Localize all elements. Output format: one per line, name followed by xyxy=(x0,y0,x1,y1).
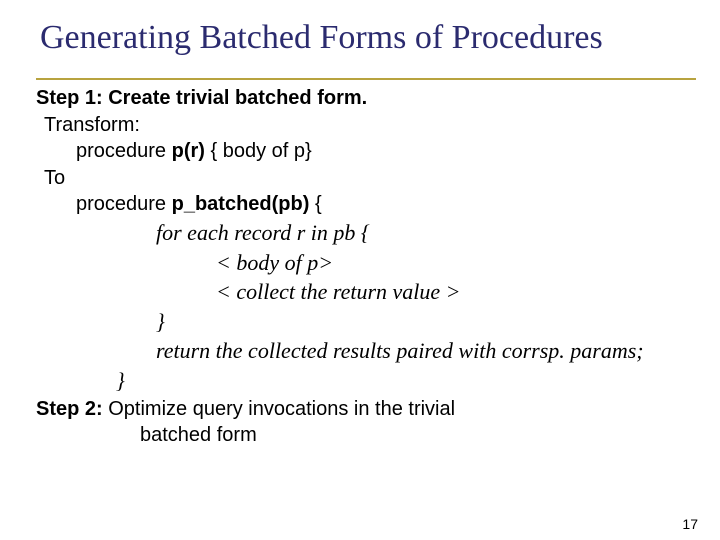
text-collect: < collect the return value > xyxy=(216,279,461,304)
line-to: To xyxy=(36,165,692,192)
text-proc-pb-bold: p_batched(pb) xyxy=(172,193,310,215)
line-step2c: batched form xyxy=(36,422,692,449)
text-return: return the collected results paired with… xyxy=(156,338,644,363)
line-transform: Transform: xyxy=(36,112,692,139)
line-step2a: Step 2: Optimize query invocations in th… xyxy=(36,396,692,423)
text-proc-pb-suffix: { xyxy=(309,193,321,215)
text-proc-pr-prefix: procedure xyxy=(76,140,172,162)
text-step2a: Step 2: xyxy=(36,398,103,420)
text-brace1: } xyxy=(156,309,165,334)
page-number: 17 xyxy=(682,516,698,532)
text-brace2: } xyxy=(116,368,125,393)
line-collect: < collect the return value > xyxy=(36,277,692,307)
line-brace1: } xyxy=(36,307,692,337)
line-body-of-p: < body of p> xyxy=(36,248,692,278)
slide-title: Generating Batched Forms of Procedures xyxy=(36,18,692,63)
title-underline xyxy=(36,78,696,80)
slide-body: Step 1: Create trivial batched form. Tra… xyxy=(36,85,692,449)
text-foreach: for each record r in pb { xyxy=(156,220,370,245)
line-brace2: } xyxy=(36,366,692,396)
line-return: return the collected results paired with… xyxy=(36,336,692,366)
slide: Generating Batched Forms of Procedures S… xyxy=(0,0,720,540)
text-step2c: batched form xyxy=(140,424,257,446)
text-step2b: Optimize query invocations in the trivia… xyxy=(103,398,455,420)
line-step1: Step 1: Create trivial batched form. xyxy=(36,85,692,112)
line-foreach: for each record r in pb { xyxy=(36,218,692,248)
line-proc-pb: procedure p_batched(pb) { xyxy=(36,191,692,218)
text-step1: Step 1: Create trivial batched form. xyxy=(36,87,367,109)
text-body-of-p: < body of p> xyxy=(216,250,333,275)
text-transform: Transform: xyxy=(44,114,140,136)
text-proc-pr-suffix: { body of p} xyxy=(205,140,312,162)
line-proc-pr: procedure p(r) { body of p} xyxy=(36,138,692,165)
text-proc-pb-prefix: procedure xyxy=(76,193,172,215)
text-to: To xyxy=(44,167,65,189)
text-proc-pr-bold: p(r) xyxy=(172,140,205,162)
